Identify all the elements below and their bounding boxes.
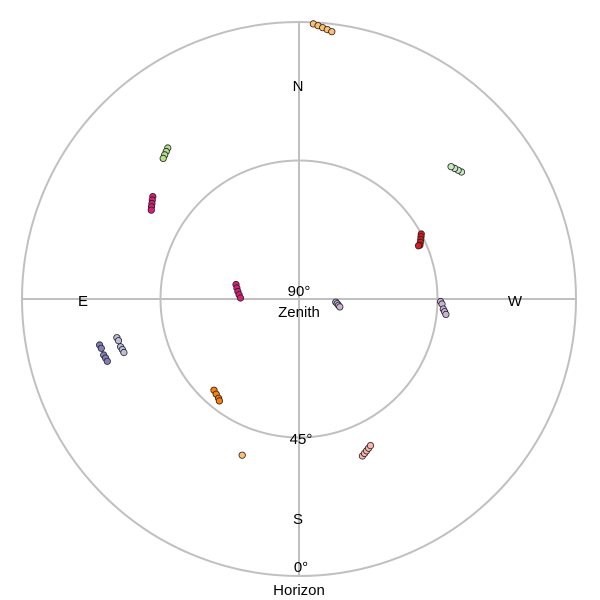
polar-grid — [21, 21, 577, 577]
track-point-8-1 — [97, 344, 105, 352]
satellite-track-1 — [159, 144, 172, 162]
track-point-9-4 — [120, 348, 128, 357]
satellite-track-11 — [238, 451, 246, 459]
satellite-track-3 — [147, 193, 157, 214]
satellite-track-0 — [309, 20, 336, 36]
satellite-track-4 — [414, 230, 425, 250]
zenith-elevation-label: 90° — [288, 283, 311, 300]
horizon-label: Horizon — [273, 582, 325, 599]
track-point-0-4 — [328, 28, 336, 36]
elevation-45-label: 45° — [290, 431, 313, 448]
track-point-2-3 — [447, 163, 455, 171]
track-point-9-1 — [114, 337, 123, 345]
track-point-10-3 — [215, 397, 223, 405]
track-point-3-4 — [147, 206, 155, 214]
zenith-label: Zenith — [278, 304, 320, 321]
track-point-5-4 — [236, 294, 245, 302]
satellite-track-9 — [113, 334, 128, 357]
direction-label-south: S — [293, 511, 303, 528]
satellite-track-12 — [358, 441, 375, 460]
track-point-4-5 — [414, 242, 423, 250]
track-point-7-4 — [442, 310, 450, 318]
horizon-elevation-label: 0° — [294, 559, 308, 576]
track-point-1-3 — [159, 154, 167, 162]
satellite-track-2 — [447, 163, 466, 176]
satellite-tracks — [96, 20, 466, 460]
track-point-11-0 — [238, 451, 246, 459]
track-point-12-4 — [366, 441, 375, 450]
satellite-track-5 — [232, 280, 245, 302]
track-point-8-4 — [103, 357, 111, 365]
direction-label-east: E — [78, 293, 88, 310]
direction-label-north: N — [293, 78, 304, 95]
satellite-track-8 — [96, 341, 111, 365]
satellite-track-6 — [332, 298, 344, 311]
satellite-track-7 — [436, 297, 450, 318]
direction-label-west: W — [508, 293, 523, 310]
track-point-6-3 — [336, 303, 344, 311]
satellite-track-10 — [210, 386, 223, 405]
